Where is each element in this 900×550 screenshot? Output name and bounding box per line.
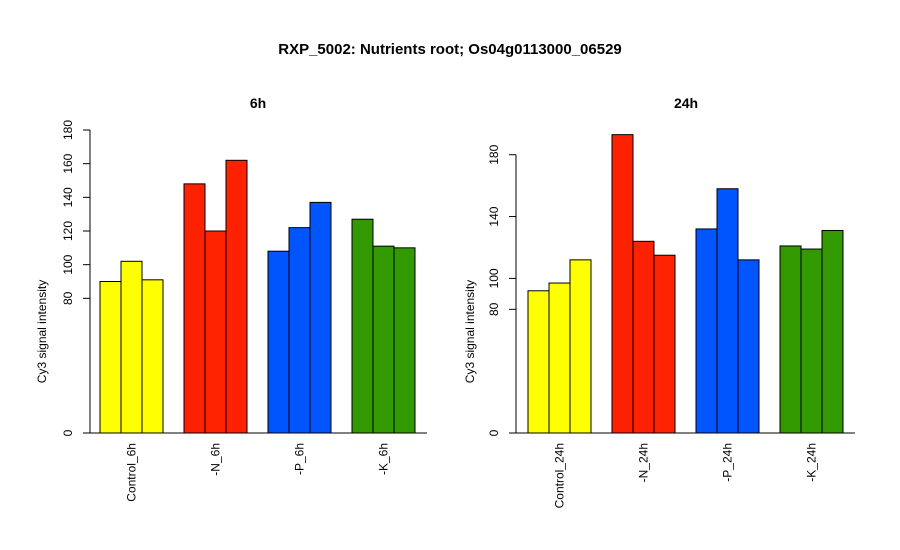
x-category-label: -P_6h xyxy=(293,443,307,475)
y-tick-label: 80 xyxy=(487,302,501,316)
bar xyxy=(393,247,416,434)
x-category-label: -K_6h xyxy=(377,443,391,475)
panel-title: 6h xyxy=(250,95,266,111)
y-tick-label: 0 xyxy=(487,429,501,436)
x-category-label: Control_24h xyxy=(553,443,567,508)
x-category-label: -K_24h xyxy=(805,443,819,482)
panel-title: 24h xyxy=(674,95,698,111)
bar xyxy=(141,279,164,434)
bar xyxy=(309,201,332,434)
x-category-label: -N_24h xyxy=(637,443,651,482)
chart-main-title: RXP_5002: Nutrients root; Os04g0113000_0… xyxy=(278,41,622,58)
x-category-label: -N_6h xyxy=(209,443,223,476)
y-axis-label: Cy3 signal intensity xyxy=(463,280,477,383)
bar xyxy=(695,228,718,434)
y-tick-label: 100 xyxy=(487,268,501,288)
y-tick-label: 100 xyxy=(61,254,75,274)
bar xyxy=(716,188,739,434)
y-tick-label: 180 xyxy=(61,120,75,140)
y-tick-label: 80 xyxy=(61,291,75,305)
bar xyxy=(99,281,122,434)
bar xyxy=(548,282,571,434)
bar xyxy=(183,183,206,434)
bar xyxy=(653,254,676,434)
bar xyxy=(204,230,227,434)
y-tick-label: 180 xyxy=(487,144,501,164)
bar xyxy=(372,245,395,434)
bar xyxy=(611,134,634,434)
bar xyxy=(120,260,143,434)
y-tick-label: 140 xyxy=(61,187,75,207)
bar xyxy=(569,259,592,434)
y-tick-label: 160 xyxy=(61,153,75,173)
bar xyxy=(351,218,374,434)
y-tick-label: 0 xyxy=(61,429,75,436)
bar xyxy=(288,227,311,434)
x-category-label: Control_6h xyxy=(125,443,139,502)
y-tick-label: 140 xyxy=(487,206,501,226)
bar xyxy=(527,290,550,434)
bar xyxy=(225,159,248,434)
bar xyxy=(821,229,844,434)
y-tick-label: 120 xyxy=(61,221,75,241)
bar xyxy=(800,248,823,434)
bar xyxy=(267,250,290,434)
x-category-label: -P_24h xyxy=(721,443,735,482)
bar xyxy=(632,240,655,434)
bar xyxy=(779,245,802,434)
y-axis-label: Cy3 signal intensity xyxy=(35,280,49,383)
bar xyxy=(737,259,760,434)
